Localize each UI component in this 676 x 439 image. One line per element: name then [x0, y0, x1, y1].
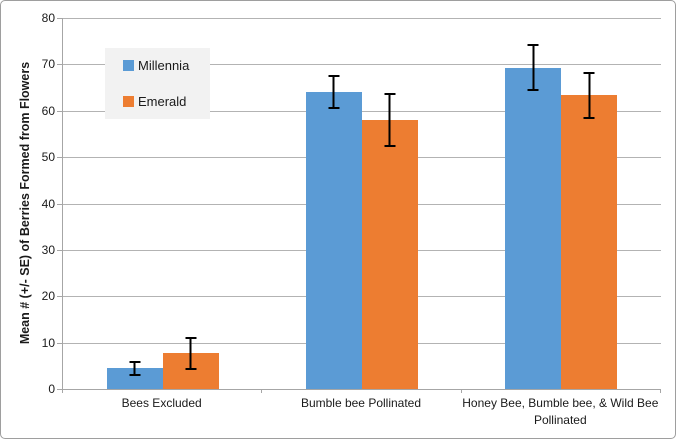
y-tick-label: 30	[41, 242, 55, 257]
category-group	[262, 18, 461, 389]
plot-area	[62, 18, 661, 390]
error-bar	[527, 43, 539, 92]
y-tick-label: 40	[41, 196, 55, 211]
y-tick-mark	[57, 296, 62, 298]
x-category-label: Honey Bee, Bumble bee, & Wild Bee Pollin…	[462, 396, 659, 427]
legend-item-emerald: Emerald	[123, 94, 210, 109]
x-category-label: Bees Excluded	[121, 396, 202, 410]
y-tick-mark	[57, 389, 62, 390]
gridline	[63, 64, 661, 66]
legend-marker-emerald-icon	[123, 95, 134, 107]
bar-slot	[505, 18, 562, 389]
bar-slot	[162, 18, 219, 389]
y-tick-label: 80	[41, 11, 55, 25]
error-bar-stem	[133, 362, 136, 374]
bar-millennia	[505, 67, 562, 389]
y-tick-mark	[57, 249, 62, 251]
bar-slot	[106, 18, 163, 389]
y-tick-mark	[57, 157, 62, 159]
legend-label: Millennia	[138, 58, 190, 74]
error-bar	[185, 337, 197, 370]
legend-label: Emerald	[138, 93, 187, 109]
y-tick-label: 10	[41, 335, 55, 350]
error-bar	[583, 71, 595, 120]
error-bar	[384, 93, 396, 147]
y-tick-label: 0	[48, 382, 55, 396]
bar-millennia	[106, 368, 163, 389]
bar-groups	[63, 18, 661, 389]
legend-marker-millennia-icon	[123, 60, 134, 72]
error-bar-stem	[388, 95, 391, 145]
y-tick-mark	[57, 203, 62, 205]
y-tick-label: 60	[41, 103, 55, 118]
error-bar-stem	[532, 45, 535, 90]
gridline	[63, 18, 661, 19]
bar-millennia	[305, 92, 362, 389]
y-tick-mark	[57, 64, 62, 66]
legend-item-millennia: Millennia	[123, 58, 210, 73]
x-tick-mark	[460, 389, 462, 393]
y-tick-mark	[57, 110, 62, 112]
y-tick-label: 50	[41, 150, 55, 165]
bar-slot	[361, 18, 418, 389]
bar-emerald	[361, 120, 418, 389]
error-bar	[328, 75, 340, 110]
error-bar-stem	[189, 339, 192, 368]
x-tick-mark	[261, 389, 263, 393]
y-tick-label: 70	[41, 57, 55, 72]
x-category-label: Bumble bee Pollinated	[300, 396, 422, 410]
y-tick-mark	[57, 342, 62, 344]
bar-slot	[561, 18, 618, 389]
category-group	[462, 18, 661, 389]
error-bar-stem	[332, 77, 335, 108]
y-tick-label: 20	[41, 289, 55, 304]
x-tick-mark	[62, 389, 63, 393]
error-bar-stem	[588, 73, 591, 118]
y-tick-mark	[57, 18, 62, 19]
legend: Millennia Emerald	[105, 48, 210, 119]
error-bar	[129, 360, 141, 376]
gridline	[63, 110, 661, 112]
bar-emerald	[561, 95, 618, 389]
bar-slot	[305, 18, 362, 389]
category-group	[63, 18, 262, 389]
x-tick-mark	[660, 389, 661, 393]
